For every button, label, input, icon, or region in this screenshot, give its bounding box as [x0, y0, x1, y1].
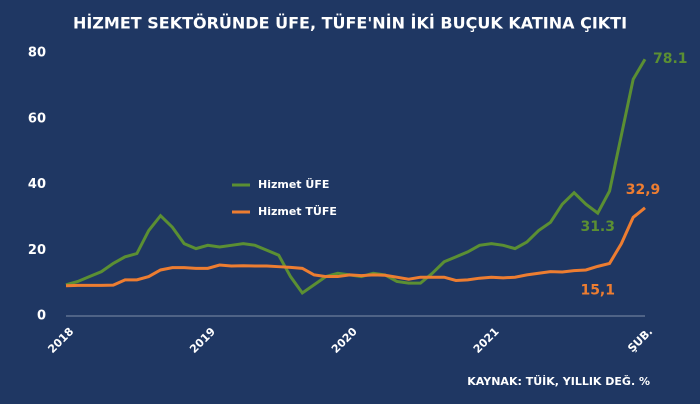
x-tick-label: 2019: [187, 325, 218, 356]
y-tick-label: 80: [28, 46, 46, 61]
y-tick-label: 60: [28, 111, 46, 126]
y-tick-label: 20: [28, 243, 46, 258]
x-tick-label: 2020: [329, 325, 360, 356]
legend-label: Hizmet TÜFE: [258, 204, 337, 218]
data-label: 31.3: [580, 219, 615, 235]
data-label: 78.1: [653, 51, 688, 67]
data-label: 15,1: [580, 282, 615, 298]
y-tick-label: 0: [37, 309, 46, 324]
series-line: [65, 206, 646, 288]
x-tick-label: 2018: [45, 325, 76, 356]
x-tick-label: ŞUB.: [625, 325, 655, 355]
y-tick-label: 40: [28, 177, 46, 192]
chart-title: HİZMET SEKTÖRÜNDE ÜFE, TÜFE'NİN İKİ BUÇU…: [73, 14, 627, 33]
x-tick-label: 2021: [471, 325, 502, 356]
data-label: 32,9: [626, 182, 661, 198]
source: KAYNAK: TÜİK, YILLIK DEĞ. %: [467, 374, 650, 388]
legend-label: Hizmet ÜFE: [258, 177, 329, 191]
series-line: [65, 58, 647, 296]
